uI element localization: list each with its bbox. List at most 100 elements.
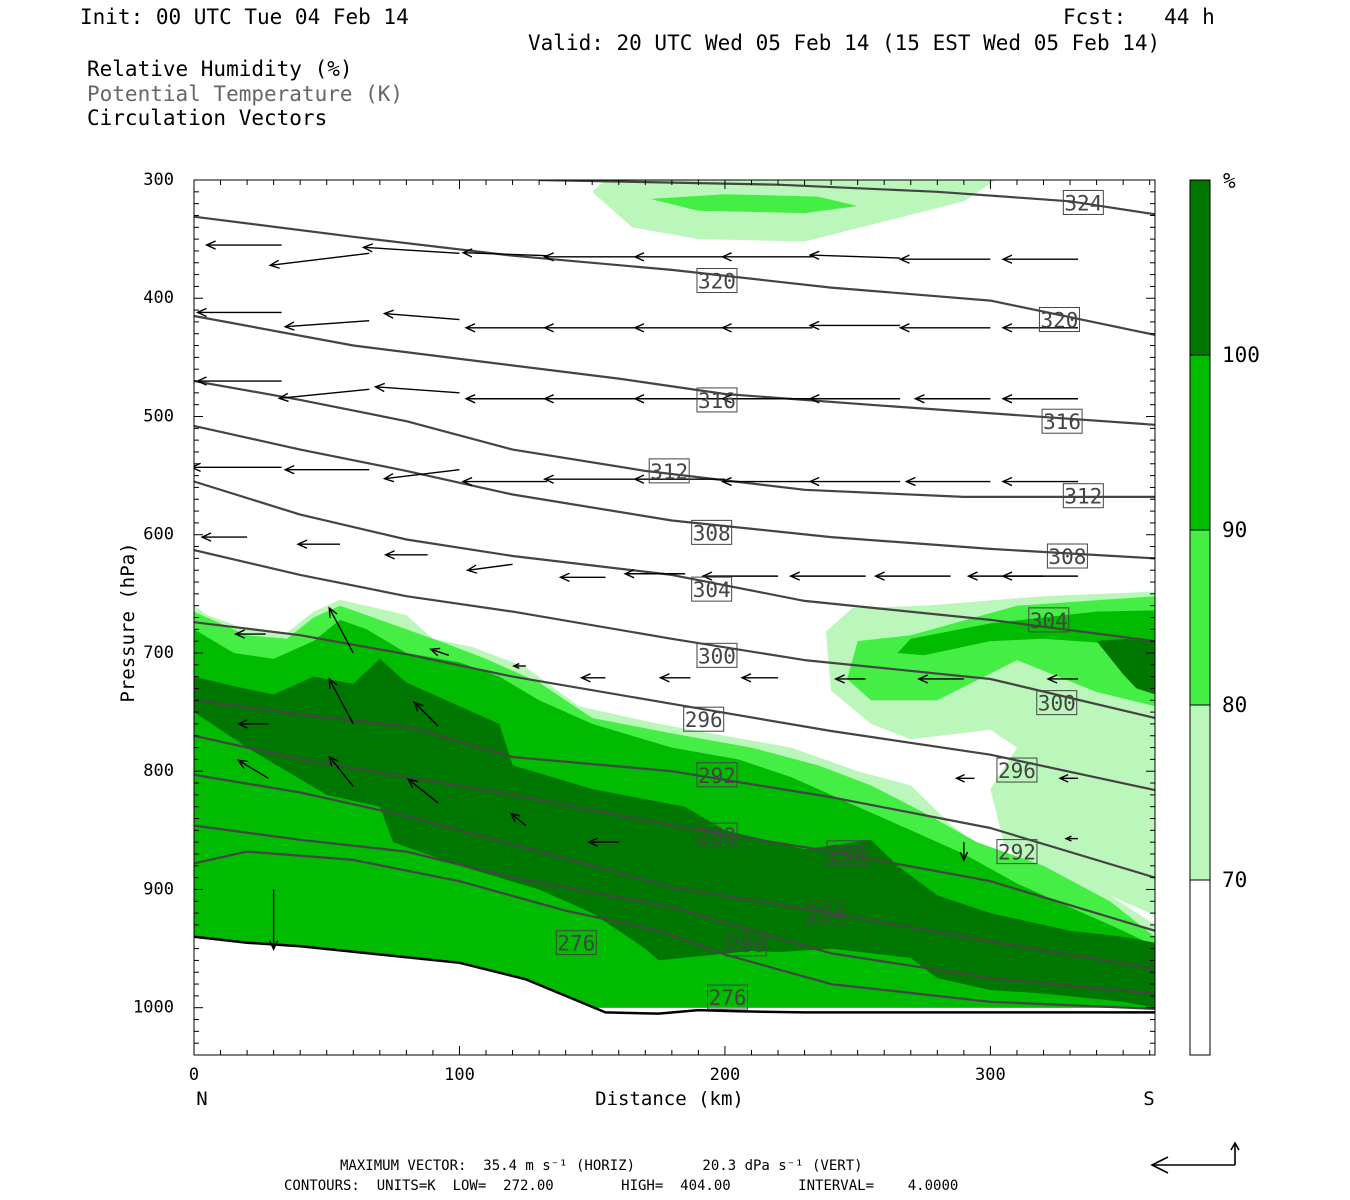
theta-label: 312 [1062, 483, 1104, 509]
theta-label-text: 320 [1040, 309, 1078, 333]
theta-label-text: 316 [1043, 410, 1081, 434]
theta-label-text: 276 [709, 986, 747, 1010]
circulation-vector [579, 673, 606, 683]
colorbar-box [1189, 529, 1211, 706]
circulation-vector [720, 252, 813, 262]
theta-label-text: 292 [998, 841, 1036, 865]
theta-contour-316 [194, 314, 1155, 426]
theta-label: 316 [1041, 408, 1083, 434]
theta-label-text: 288 [698, 824, 736, 848]
colorbar-box [1189, 179, 1211, 356]
theta-contour-280 [194, 824, 1155, 995]
circulation-vector [833, 674, 866, 684]
theta-label-text: 276 [557, 932, 595, 956]
circulation-vector [913, 394, 991, 404]
circulation-vector [542, 252, 635, 262]
circulation-vector [296, 539, 341, 549]
terrain-line [194, 935, 1155, 1015]
theta-contour-296 [194, 621, 1155, 792]
theta-contour-300 [194, 549, 1155, 720]
max-vector-note: MAXIMUM VECTOR: 35.4 m s⁻¹ (HORIZ) 20.3 … [340, 1158, 863, 1174]
circulation-vector [1001, 571, 1079, 581]
rh-region-rh90 [897, 610, 1155, 656]
theta-label: 276 [707, 984, 749, 1010]
theta-label-text: 284 [807, 902, 845, 926]
circulation-vector [808, 250, 901, 261]
circulation-vector [283, 320, 370, 331]
init-time: Init: 00 UTC Tue 04 Feb 14 [80, 5, 409, 29]
circulation-vector [465, 563, 513, 574]
reference-vector [1150, 1141, 1240, 1174]
colorbar-box [1189, 354, 1211, 531]
circulation-vector [720, 394, 813, 404]
x-axis-title: Distance (km) [595, 1088, 744, 1110]
circulation-vector [373, 382, 460, 394]
circulation-vector [1001, 476, 1079, 487]
circulation-vector [277, 388, 370, 403]
circulation-vector [658, 673, 691, 683]
theta-label: 296 [683, 706, 725, 732]
theta-label: 292 [996, 839, 1038, 865]
theta-contour-308 [194, 424, 1155, 560]
circulation-vector [740, 673, 779, 683]
circulation-vector [110, 443, 194, 451]
circulation-vector [917, 674, 964, 684]
theta-label-text: 280 [727, 933, 765, 957]
theta-contour-292 [194, 699, 1155, 879]
circulation-vector [464, 323, 548, 333]
colorbar-unit: % [1223, 169, 1236, 193]
rh-region-rh100 [194, 658, 1155, 1008]
theta-label-text: 296 [685, 708, 723, 732]
circulation-vector [268, 889, 279, 952]
y-tick-label: 500 [143, 406, 174, 426]
circulation-vector [1001, 254, 1079, 264]
circulation-vector [558, 572, 606, 582]
circulation-vector [587, 837, 619, 847]
x-tick-label: 100 [444, 1065, 475, 1085]
theta-contour-304 [194, 480, 1155, 643]
circulation-vector [268, 252, 370, 269]
circulation-vector [406, 778, 439, 804]
theta-label: 312 [648, 458, 690, 484]
circulation-vector [633, 252, 725, 262]
circulation-vector [1001, 323, 1079, 333]
circulation-vector [633, 394, 725, 404]
circulation-vector [509, 812, 527, 827]
circulation-vector [464, 394, 548, 404]
circulation-vector [954, 774, 975, 783]
theta-contour-320 [194, 215, 1155, 336]
circulation-vector [200, 532, 248, 542]
x-tick-label: 300 [975, 1065, 1006, 1085]
theta-label-text: 312 [650, 460, 688, 484]
plot-area: 324 320 320 316 316 312 312 308 308 304 304 300 300 2… [104, 180, 1155, 1055]
theta-label-text: 308 [693, 521, 731, 545]
theta-label-text: 316 [698, 389, 736, 413]
theta-contour-284 [194, 773, 1155, 970]
circulation-vector [461, 248, 548, 258]
circulation-vector [104, 366, 194, 374]
south-end-label: S [1143, 1088, 1154, 1110]
circulation-vector [383, 550, 428, 560]
circulation-vector [328, 755, 354, 788]
theta-label: 320 [1038, 307, 1080, 333]
circulation-vector [873, 571, 951, 581]
theta-label: 276 [555, 930, 597, 956]
colorbar-box [1189, 879, 1211, 1056]
theta-label: 300 [696, 642, 738, 668]
circulation-vector [461, 476, 548, 487]
circulation-vector [233, 629, 266, 639]
circulation-vector [104, 235, 194, 243]
theta-label: 324 [1062, 189, 1104, 215]
field-rh: Relative Humidity (%) [87, 57, 353, 81]
theta-label: 288 [826, 840, 868, 866]
circulation-vector [542, 394, 635, 404]
circulation-vector [808, 320, 901, 331]
circulation-vector [195, 307, 282, 318]
circulation-vector [633, 323, 725, 333]
theta-label: 284 [805, 900, 847, 926]
theta-label: 308 [691, 519, 733, 545]
theta-label: 280 [725, 931, 767, 957]
theta-label-text: 312 [1064, 485, 1102, 509]
theta-label-text: 300 [1038, 692, 1076, 716]
